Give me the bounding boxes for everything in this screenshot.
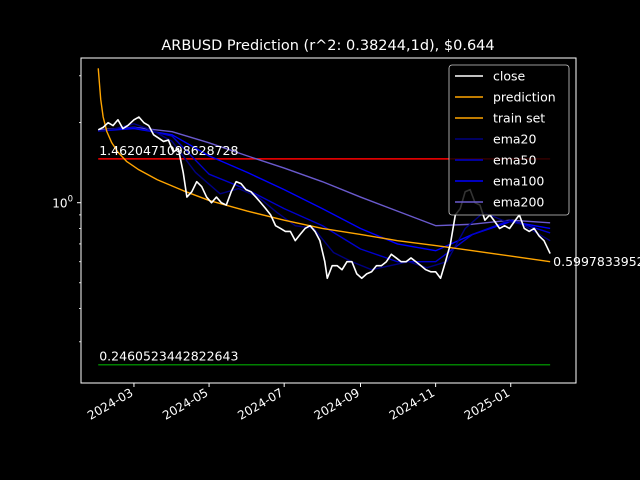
legend: close prediction train set ema20 ema50 ema100… <box>448 64 570 216</box>
annotation-1: 0.2460523442822643 <box>99 349 238 364</box>
series-line-ema50 <box>98 126 551 263</box>
series-line-prediction <box>97 68 551 263</box>
annotation-0: 1.4620471098628728 <box>99 143 238 158</box>
legend-label-ema200: ema200 <box>493 195 544 210</box>
plot-content <box>97 68 551 366</box>
annotation-2: 0.5997833952 <box>553 254 640 269</box>
legend-label-ema100: ema100 <box>493 174 544 189</box>
legend-label-ema50: ema50 <box>493 153 536 168</box>
plot-area: 1.4620471098628728 0.2460523442822643 0.59… <box>97 68 640 366</box>
chart-title: ARBUSD Prediction (r^2: 0.38244,1d), $0.… <box>161 38 494 54</box>
y-tick-label-0: 100 <box>52 195 73 211</box>
series-line-ema200 <box>98 126 551 227</box>
legend-box <box>448 64 570 216</box>
legend-label-close: close <box>493 69 526 84</box>
legend-label-train-set: train set <box>493 111 545 126</box>
axes-frame <box>80 57 577 384</box>
legend-label-prediction: prediction <box>493 90 556 105</box>
legend-label-ema20: ema20 <box>493 132 536 147</box>
